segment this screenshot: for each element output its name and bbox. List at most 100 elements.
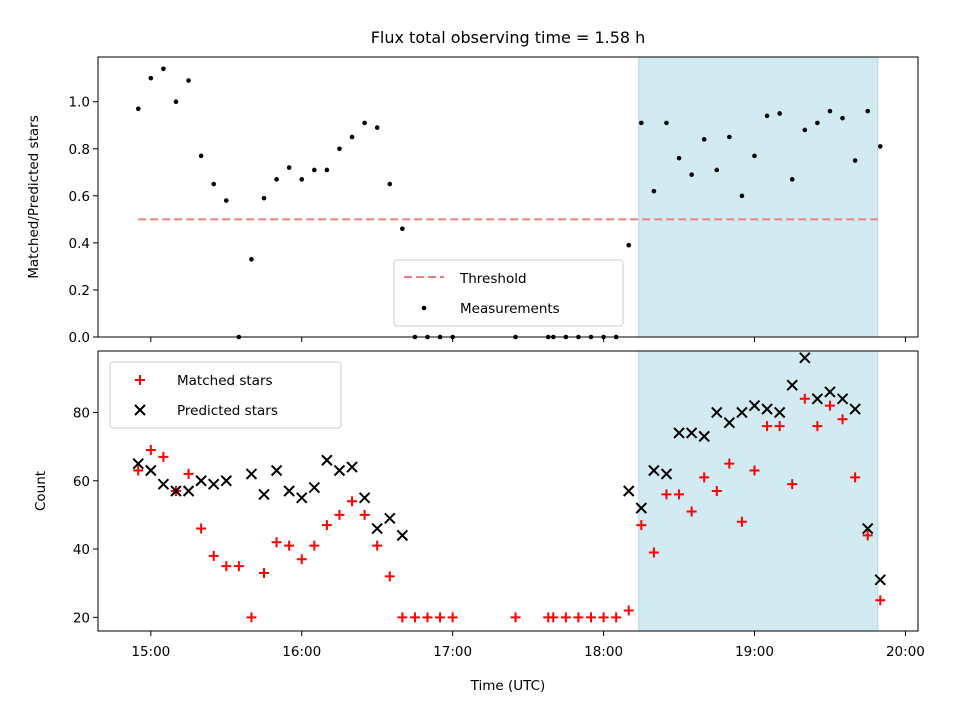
matched-stars-point <box>548 612 559 623</box>
predicted-stars-point <box>132 457 144 470</box>
measurement-point <box>827 108 833 114</box>
predicted-stars-point <box>270 464 283 477</box>
chart-title: Flux total observing time = 1.58 h <box>371 28 646 47</box>
matched-stars-point <box>573 612 584 623</box>
measurement-point <box>651 188 657 194</box>
matched-stars-point <box>824 400 835 411</box>
matched-stars-point <box>284 540 295 551</box>
measurement-point <box>676 155 682 161</box>
measurement-point <box>689 172 694 177</box>
matched-stars-point <box>799 393 810 404</box>
predicted-stars-point <box>358 492 371 504</box>
x-tick-label: 18:00 <box>584 644 623 660</box>
x-tick-label: 19:00 <box>735 644 774 660</box>
measurement-point <box>135 106 141 112</box>
matched-stars-point <box>309 540 320 551</box>
matched-stars-point <box>233 561 244 572</box>
matched-stars-point <box>812 421 823 432</box>
predicted-stars-point <box>623 485 635 497</box>
predicted-stars-point <box>321 454 333 466</box>
predicted-stars-point <box>296 492 308 504</box>
matched-stars-point <box>372 540 383 551</box>
predicted-stars-point <box>711 406 723 419</box>
y-tick-label: 1.0 <box>69 95 90 111</box>
matched-stars-point <box>221 561 232 572</box>
measurement-point <box>249 257 254 262</box>
legend-measurements-swatch <box>421 305 427 311</box>
predicted-stars-point <box>799 352 811 364</box>
predicted-stars-point <box>736 406 748 419</box>
predicted-stars-point <box>145 464 157 477</box>
legend-predicted-swatch <box>134 404 146 416</box>
predicted-stars-point <box>371 522 383 535</box>
predicted-stars-point <box>207 478 220 490</box>
predicted-stars-point <box>635 502 648 514</box>
measurement-point <box>274 177 279 182</box>
matched-stars-point <box>686 506 697 517</box>
y-tick-label: 0.4 <box>69 236 90 252</box>
matched-stars-point <box>711 486 722 496</box>
x-tick-label: 16:00 <box>282 644 321 660</box>
predicted-stars-point <box>748 399 761 412</box>
matched-stars-point <box>296 554 307 565</box>
matched-stars-point <box>384 571 395 582</box>
matched-stars-point <box>347 496 358 507</box>
measurement-point <box>877 144 883 149</box>
matched-stars-point <box>586 612 597 623</box>
measurement-point <box>186 78 191 83</box>
legend-box <box>393 259 624 327</box>
measurement-point <box>840 115 845 121</box>
measurement-point <box>764 113 770 119</box>
measurement-point <box>387 181 393 187</box>
predicted-stars-point <box>698 430 710 443</box>
matched-stars-point <box>510 612 521 623</box>
x-tick-label: 20:00 <box>886 644 925 660</box>
measurement-point <box>865 108 870 114</box>
predicted-stars-point <box>220 475 232 487</box>
matched-stars-point <box>422 612 433 623</box>
matched-stars-point <box>158 451 169 462</box>
predicted-stars-point <box>773 406 786 419</box>
shaded-region <box>638 350 879 632</box>
predicted-stars-point <box>170 485 182 497</box>
predicted-stars-point <box>384 512 396 525</box>
predicted-stars-point <box>346 461 358 473</box>
measurement-point <box>789 177 795 182</box>
measurement-point <box>337 146 342 152</box>
bottom-panel: 20 40 60 80 15:00 16:00 17:00 18:00 19:00 20:00 Ma… <box>73 350 925 660</box>
measurement-point <box>374 125 380 130</box>
matched-stars-point <box>749 465 760 476</box>
matched-stars-point <box>447 612 458 623</box>
top-panel: 0.0 0.2 0.4 0.6 0.8 1.0 Threshold Measurements <box>69 56 919 346</box>
matched-stars-point <box>359 509 370 520</box>
matched-stars-point <box>774 421 785 432</box>
measurement-point <box>261 195 267 201</box>
measurement-point <box>400 226 405 232</box>
measurement-point <box>173 99 179 105</box>
measurement-point <box>148 75 154 81</box>
measurement-point <box>727 134 732 140</box>
legend-threshold-label: Threshold <box>459 271 527 287</box>
legend: Threshold Measurements <box>393 259 624 327</box>
predicted-stars-point <box>258 488 270 501</box>
measurement-point <box>211 181 217 187</box>
measurement-point <box>161 66 166 72</box>
measurement-point <box>286 165 292 170</box>
matched-stars-point <box>837 414 848 425</box>
matched-stars-point <box>862 530 873 541</box>
predicted-stars-point <box>811 393 824 405</box>
matched-stars-point <box>196 523 207 534</box>
matched-stars-point <box>598 612 609 623</box>
measurement-point <box>299 177 305 182</box>
measurement-point <box>312 167 317 173</box>
matched-stars-point <box>397 612 408 623</box>
predicted-stars-point <box>723 416 736 429</box>
predicted-stars-point <box>396 529 409 542</box>
matched-stars-point <box>736 516 747 527</box>
y-tick-label: 60 <box>73 474 90 490</box>
matched-stars-point <box>409 612 420 623</box>
matched-stars-point <box>787 479 798 490</box>
top-y-axis-label: Matched/Predicted stars <box>26 115 42 278</box>
matched-stars-point <box>611 612 622 623</box>
